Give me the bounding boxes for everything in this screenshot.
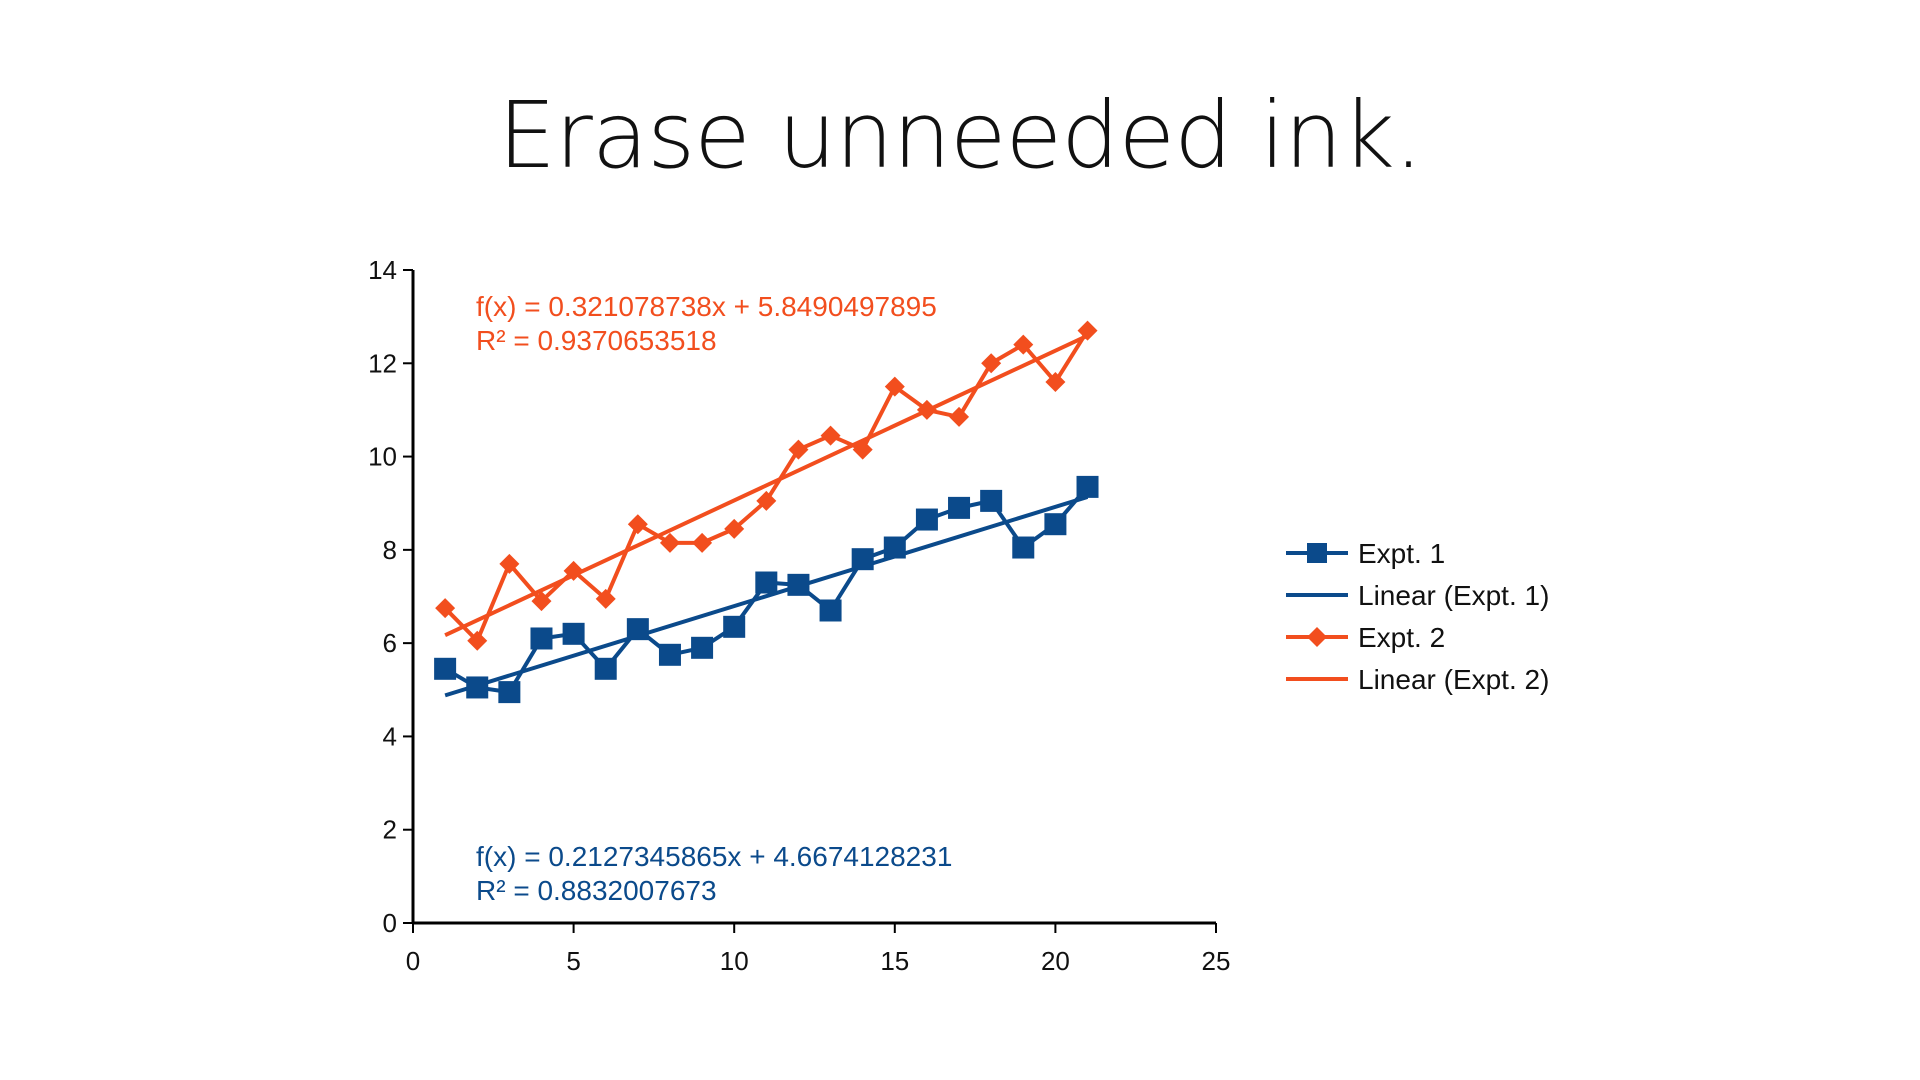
data-point-expt1 — [723, 615, 746, 638]
data-point-expt1 — [915, 508, 938, 531]
legend-label: Expt. 1 — [1358, 538, 1445, 569]
data-point-expt2 — [916, 399, 937, 420]
legend-label: Linear (Expt. 2) — [1358, 664, 1549, 695]
trendline-2 — [444, 333, 1089, 638]
legend-label: Linear (Expt. 1) — [1358, 580, 1549, 611]
data-point-expt1 — [819, 599, 842, 622]
x-tick-label: 15 — [880, 946, 909, 976]
data-point-expt1 — [466, 676, 489, 699]
data-point-expt1 — [755, 571, 778, 594]
data-point-expt2 — [499, 553, 520, 574]
y-tick-label: 10 — [368, 442, 397, 472]
y-tick-label: 8 — [383, 535, 397, 565]
y-tick-label: 2 — [383, 815, 397, 845]
legend-label: Expt. 2 — [1358, 622, 1445, 653]
chart-legend: Expt. 1 Linear (Expt. 1) Expt. 2 Linear (Ex… — [1286, 538, 1549, 695]
trendline-equation-expt1: f(x) = 0.2127345865x + 4.6674128231 — [476, 841, 952, 872]
trendline-1 — [444, 495, 1089, 698]
r-squared-expt2: R² = 0.9370653518 — [476, 325, 717, 356]
data-point-expt2 — [949, 406, 970, 427]
data-point-expt1 — [530, 627, 553, 650]
data-point-expt2 — [595, 588, 616, 609]
data-point-expt2 — [756, 490, 777, 511]
legend-swatch-marker — [1307, 543, 1327, 563]
x-tick-label: 0 — [406, 946, 420, 976]
data-point-expt1 — [948, 496, 971, 519]
data-point-expt2 — [724, 518, 745, 539]
data-point-expt1 — [787, 573, 810, 596]
data-point-expt1 — [980, 489, 1003, 512]
data-point-expt1 — [1044, 513, 1067, 536]
trendline-equation-expt2: f(x) = 0.321078738x + 5.8490497895 — [476, 291, 937, 322]
data-point-expt2 — [820, 425, 841, 446]
data-point-expt1 — [594, 657, 617, 680]
data-point-expt2 — [659, 532, 680, 553]
legend-swatch-marker — [1307, 627, 1327, 647]
data-point-expt2 — [692, 532, 713, 553]
data-point-expt2 — [1013, 334, 1034, 355]
data-point-expt1 — [691, 636, 714, 659]
data-point-expt2 — [1045, 371, 1066, 392]
x-tick-label: 10 — [720, 946, 749, 976]
y-tick-label: 12 — [368, 348, 397, 378]
data-point-expt1 — [434, 657, 457, 680]
x-tick-label: 5 — [566, 946, 580, 976]
data-point-expt1 — [1012, 536, 1035, 559]
data-point-expt1 — [1076, 475, 1099, 498]
data-point-expt1 — [883, 536, 906, 559]
slide-title: Erase unneeded ink. — [497, 82, 1423, 189]
data-point-expt2 — [981, 353, 1002, 374]
data-point-expt2 — [563, 560, 584, 581]
data-point-expt1 — [498, 681, 521, 704]
y-tick-label: 0 — [383, 908, 397, 938]
x-tick-label: 25 — [1202, 946, 1231, 976]
chart-plot-area — [434, 320, 1099, 704]
chart-axes: 0 2 4 6 8 10 12 14 0 5 10 15 20 25 — [368, 255, 1230, 976]
r-squared-expt1: R² = 0.8832007673 — [476, 875, 717, 906]
data-point-expt2 — [435, 598, 456, 619]
data-point-expt2 — [1077, 320, 1098, 341]
y-tick-label: 14 — [368, 255, 397, 285]
y-tick-label: 6 — [383, 628, 397, 658]
x-tick-label: 20 — [1041, 946, 1070, 976]
data-point-expt2 — [852, 439, 873, 460]
data-point-expt1 — [626, 618, 649, 641]
y-tick-label: 4 — [383, 721, 397, 751]
data-point-expt2 — [788, 439, 809, 460]
data-point-expt1 — [562, 622, 585, 645]
data-point-expt2 — [531, 591, 552, 612]
data-point-expt2 — [627, 514, 648, 535]
data-point-expt2 — [467, 630, 488, 651]
data-point-expt2 — [884, 376, 905, 397]
data-point-expt1 — [658, 643, 681, 666]
data-point-expt1 — [851, 548, 874, 571]
